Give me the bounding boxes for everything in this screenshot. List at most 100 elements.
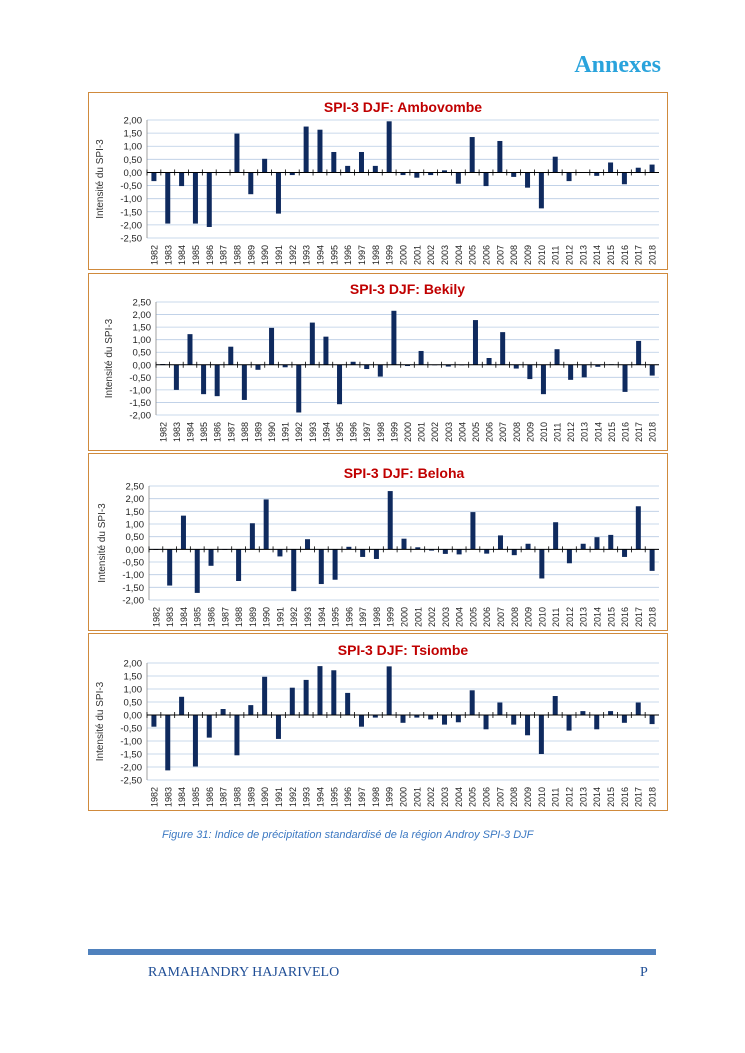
x-tick-label: 2006 xyxy=(482,245,492,265)
footer-divider xyxy=(88,949,656,955)
x-tick-label: 1985 xyxy=(193,607,203,627)
x-tick-label: 1995 xyxy=(329,787,339,807)
x-tick-label: 1987 xyxy=(220,607,230,627)
bar-1991 xyxy=(275,715,281,739)
y-tick-label: -1,50 xyxy=(120,207,142,218)
bar-1999 xyxy=(386,666,392,715)
bar-2007 xyxy=(497,535,503,550)
x-tick-label: 2001 xyxy=(413,607,423,627)
bar-2000 xyxy=(400,172,406,176)
bar-2002 xyxy=(428,172,434,176)
y-tick-label: 1,00 xyxy=(124,142,143,153)
bar-1988 xyxy=(241,364,247,400)
bar-1997 xyxy=(358,715,364,727)
bar-1990 xyxy=(262,158,268,173)
x-tick-label: 1995 xyxy=(331,607,341,627)
y-axis-label: Intensité du SPI-3 xyxy=(95,681,106,761)
x-tick-label: 2003 xyxy=(441,607,451,627)
bar-2014 xyxy=(594,172,600,176)
x-tick-label: 1994 xyxy=(317,607,327,627)
bar-2017 xyxy=(635,506,641,550)
x-tick-label: 2015 xyxy=(606,787,616,807)
y-axis-label: Intensité du SPI-3 xyxy=(104,318,115,398)
bar-1991 xyxy=(277,549,283,557)
y-tick-label: 2,50 xyxy=(133,298,152,309)
y-tick-label: 1,50 xyxy=(126,507,145,518)
x-tick-label: 2004 xyxy=(454,787,464,807)
bar-1996 xyxy=(346,546,352,550)
x-tick-label: 1985 xyxy=(191,787,201,807)
bar-1991 xyxy=(275,172,281,214)
x-tick-label: 1991 xyxy=(274,787,284,807)
bar-1988 xyxy=(234,715,240,756)
y-tick-label: -2,00 xyxy=(122,596,144,607)
bar-1988 xyxy=(236,549,242,581)
x-tick-label: 1992 xyxy=(289,607,299,627)
bar-2018 xyxy=(649,164,655,173)
x-tick-label: 2017 xyxy=(634,607,644,627)
bar-2000 xyxy=(401,538,407,550)
bar-1992 xyxy=(289,687,295,715)
bar-2007 xyxy=(500,332,506,365)
x-tick-label: 1997 xyxy=(358,607,368,627)
bar-2007 xyxy=(497,702,503,715)
bar-1989 xyxy=(248,172,254,195)
bar-2015 xyxy=(608,534,614,550)
x-tick-label: 2016 xyxy=(620,787,630,807)
section-title: Annexes xyxy=(574,52,661,78)
y-tick-label: -1,00 xyxy=(120,737,142,748)
bar-1995 xyxy=(331,151,337,173)
x-tick-label: 1998 xyxy=(371,787,381,807)
x-tick-label: 2017 xyxy=(634,787,644,807)
x-tick-label: 1998 xyxy=(371,245,381,265)
x-tick-label: 1987 xyxy=(226,422,236,442)
bar-2001 xyxy=(415,547,421,550)
x-tick-label: 1994 xyxy=(321,422,331,442)
bar-1985 xyxy=(192,715,198,767)
y-tick-label: 0,50 xyxy=(124,155,143,166)
x-tick-label: 1988 xyxy=(234,607,244,627)
x-tick-label: 1989 xyxy=(246,787,256,807)
x-tick-label: 1987 xyxy=(219,245,229,265)
bar-2009 xyxy=(525,715,531,736)
x-tick-label: 2010 xyxy=(539,422,549,442)
bar-1990 xyxy=(269,327,275,365)
bar-2018 xyxy=(649,715,655,725)
x-tick-label: 2007 xyxy=(495,245,505,265)
bar-2012 xyxy=(566,172,572,182)
x-tick-label: 2005 xyxy=(471,422,481,442)
x-tick-label: 2014 xyxy=(592,245,602,265)
x-tick-label: 1997 xyxy=(357,787,367,807)
chart-ambovombe: SPI-3 DJF: Ambovombe Intensité du SPI-3 2,… xyxy=(88,92,668,270)
bar-2000 xyxy=(400,715,406,723)
x-tick-label: 2010 xyxy=(537,787,547,807)
x-tick-label: 2000 xyxy=(399,787,409,807)
bar-2005 xyxy=(469,690,475,715)
x-tick-label: 1983 xyxy=(165,607,175,627)
bar-1985 xyxy=(194,549,200,593)
bar-1994 xyxy=(318,549,324,585)
y-tick-label: -1,00 xyxy=(129,385,151,396)
y-tick-label: -2,00 xyxy=(129,411,151,422)
x-tick-label: 2002 xyxy=(426,245,436,265)
bar-2018 xyxy=(649,364,655,376)
bar-1991 xyxy=(282,364,288,368)
bar-2015 xyxy=(608,711,614,715)
bar-2008 xyxy=(511,172,517,177)
x-tick-label: 1984 xyxy=(177,787,187,807)
y-tick-label: 2,00 xyxy=(126,494,145,505)
bar-1983 xyxy=(167,549,173,586)
x-tick-label: 1990 xyxy=(267,422,277,442)
x-tick-label: 1997 xyxy=(357,245,367,265)
y-tick-label: -2,00 xyxy=(120,763,142,774)
x-tick-label: 2018 xyxy=(648,787,658,807)
bar-2009 xyxy=(525,543,531,550)
bar-1992 xyxy=(289,172,295,176)
x-tick-label: 1984 xyxy=(185,422,195,442)
x-tick-label: 1986 xyxy=(213,422,223,442)
bar-1986 xyxy=(206,715,212,738)
x-tick-label: 2009 xyxy=(523,245,533,265)
bar-2002 xyxy=(428,715,434,720)
bar-1998 xyxy=(372,165,378,173)
y-tick-label: 0,00 xyxy=(133,360,152,371)
